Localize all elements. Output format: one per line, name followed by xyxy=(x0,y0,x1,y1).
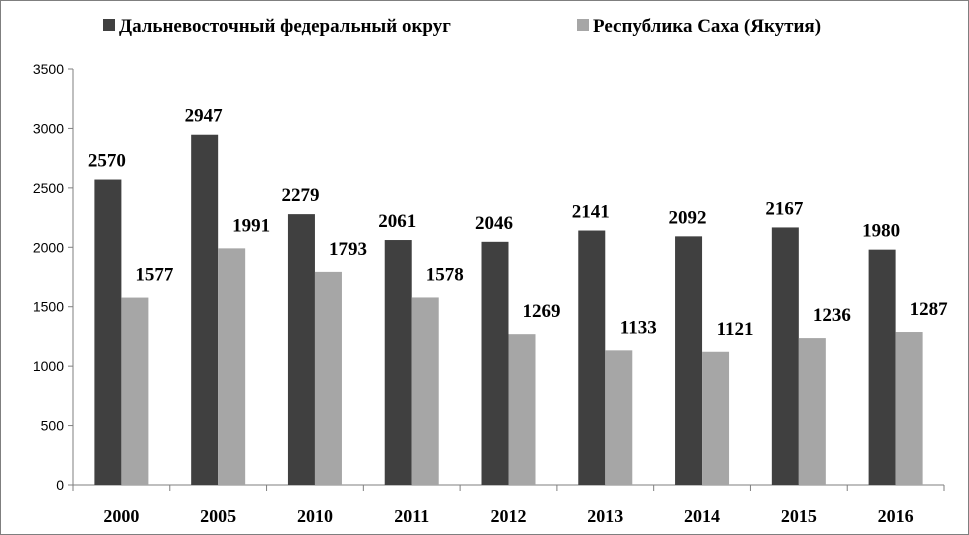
x-tick-label: 2014 xyxy=(684,506,720,526)
bar-sakha xyxy=(798,338,826,485)
data-label-sakha: 1236 xyxy=(813,305,851,326)
bars xyxy=(94,134,923,485)
data-label-sakha: 1991 xyxy=(232,215,270,236)
x-tick-label: 2010 xyxy=(297,506,333,526)
data-label-far-east: 2141 xyxy=(572,202,610,223)
x-tick-label: 2016 xyxy=(878,506,914,526)
bar-far-east xyxy=(287,214,315,485)
bar-sakha xyxy=(895,332,923,485)
data-label-far-east: 1980 xyxy=(862,221,900,242)
data-label-far-east: 2167 xyxy=(765,198,804,219)
data-label-far-east: 2279 xyxy=(281,185,319,206)
data-label-far-east: 2061 xyxy=(378,211,416,232)
y-tick-label: 2000 xyxy=(33,239,64,255)
legend-swatch-sakha xyxy=(577,19,589,31)
data-label-sakha: 1793 xyxy=(329,239,367,260)
x-tick-label: 2012 xyxy=(491,506,527,526)
data-label-far-east: 2570 xyxy=(88,151,126,172)
legend-label-sakha: Республика Саха (Якутия) xyxy=(593,16,821,37)
y-tick-label: 3000 xyxy=(33,120,64,136)
bar-far-east xyxy=(191,134,219,485)
bar-far-east xyxy=(771,227,799,485)
bar-far-east xyxy=(94,179,122,485)
y-tick-label: 1500 xyxy=(33,299,64,315)
data-label-far-east: 2092 xyxy=(669,207,707,228)
data-labels: 2570 1577 2947 1991 2279 1793 2061 1578 2046 1269… xyxy=(88,106,948,340)
x-tick-label: 2005 xyxy=(200,506,236,526)
bar-far-east xyxy=(868,249,896,485)
bar-far-east xyxy=(481,241,509,485)
bar-sakha xyxy=(314,271,342,485)
bar-sakha xyxy=(605,350,633,485)
bar-far-east xyxy=(578,230,606,485)
y-tick-label: 500 xyxy=(41,418,65,434)
x-tick-label: 2013 xyxy=(587,506,623,526)
bar-sakha xyxy=(121,297,149,485)
data-label-sakha: 1577 xyxy=(135,265,174,286)
bar-far-east xyxy=(384,240,412,485)
legend: Дальневосточный федеральный округ Респуб… xyxy=(103,16,821,37)
legend-label-far-east: Дальневосточный федеральный округ xyxy=(119,16,451,37)
data-label-sakha: 1121 xyxy=(717,319,754,340)
legend-swatch-far-east xyxy=(103,19,115,31)
y-tick-label: 1000 xyxy=(33,358,64,374)
x-tick-label: 2011 xyxy=(394,506,429,526)
bar-far-east xyxy=(675,236,703,485)
bar-sakha xyxy=(411,297,439,485)
data-label-far-east: 2046 xyxy=(475,213,513,234)
axes: 0 500 1000 1500 2000 2500 3000 3500 2000 2005 2010… xyxy=(33,61,945,526)
data-label-sakha: 1578 xyxy=(426,264,464,285)
y-tick-label: 3500 xyxy=(33,61,64,77)
y-tick-label: 0 xyxy=(56,477,64,493)
data-label-far-east: 2947 xyxy=(185,106,224,127)
data-label-sakha: 1269 xyxy=(523,301,561,322)
x-tick-label: 2015 xyxy=(781,506,817,526)
bar-sakha xyxy=(702,351,730,485)
data-label-sakha: 1133 xyxy=(620,317,657,338)
bar-sakha xyxy=(508,334,536,485)
x-tick-label: 2000 xyxy=(103,506,139,526)
data-label-sakha: 1287 xyxy=(910,299,949,320)
bar-sakha xyxy=(218,248,246,485)
y-tick-label: 2500 xyxy=(33,180,64,196)
